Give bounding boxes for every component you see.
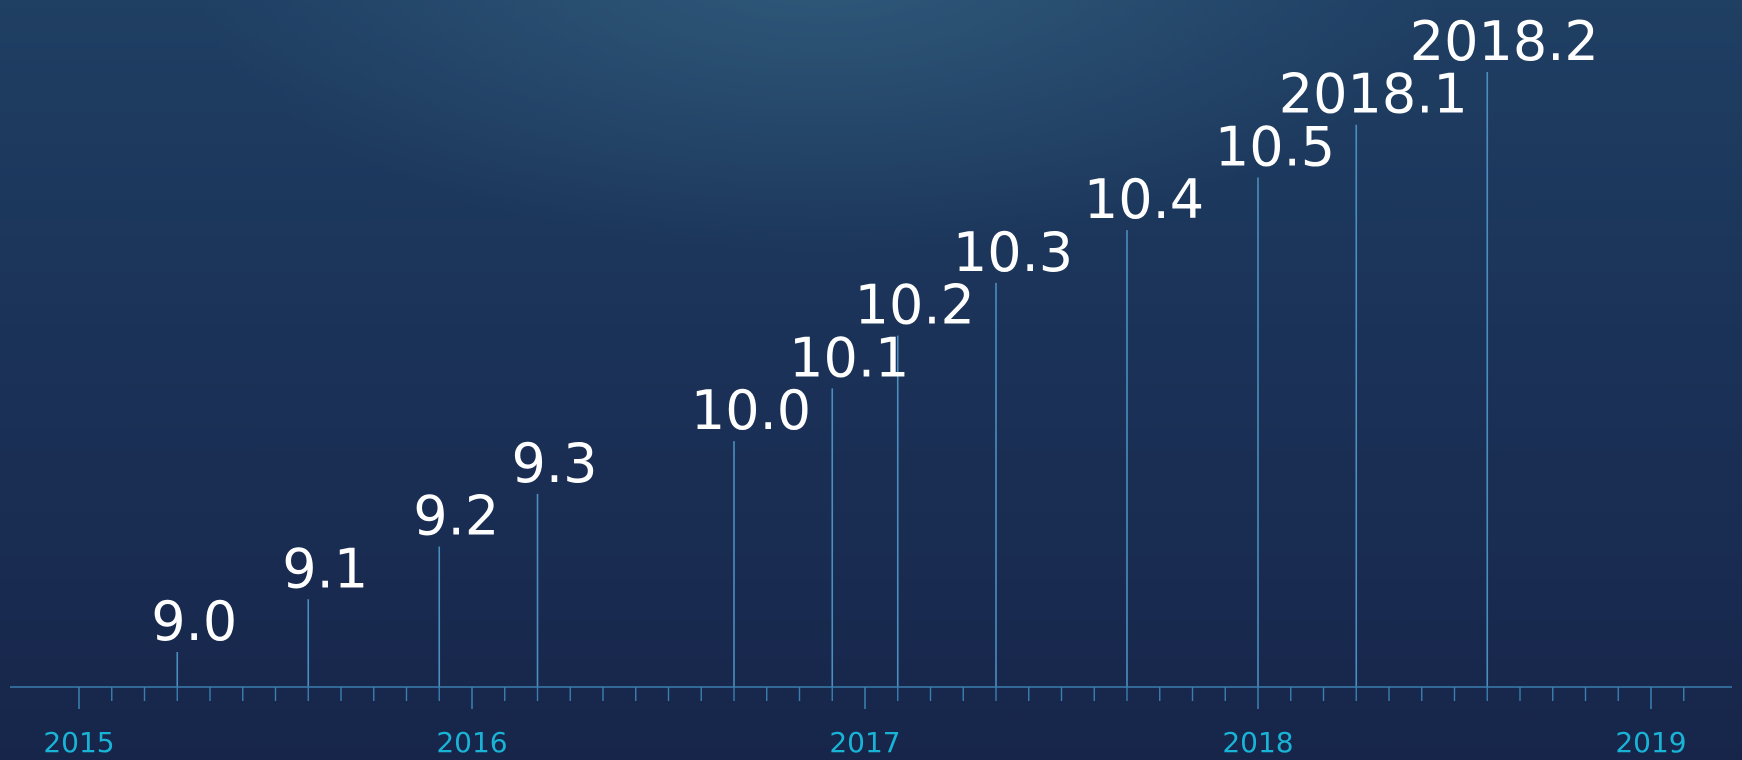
- year-label: 2018: [1222, 726, 1293, 759]
- release-label: 2018.1: [1279, 63, 1468, 126]
- release-label: 10.0: [691, 379, 811, 442]
- release-label: 2018.2: [1410, 10, 1599, 73]
- release-label: 10.3: [953, 221, 1073, 284]
- year-label: 2017: [829, 726, 900, 759]
- year-label: 2019: [1615, 726, 1686, 759]
- release-label: 10.1: [789, 326, 909, 389]
- release-label: 9.1: [282, 537, 368, 600]
- release-stems: [176, 72, 1489, 687]
- release-label: 10.5: [1215, 115, 1335, 178]
- release-label: 9.2: [413, 485, 499, 548]
- release-labels: 9.09.19.29.310.010.110.210.310.410.52018…: [151, 10, 1598, 653]
- release-label: 10.2: [855, 274, 975, 337]
- year-label: 2015: [43, 726, 114, 759]
- release-label: 10.4: [1084, 168, 1204, 231]
- release-label: 9.3: [512, 432, 598, 495]
- release-label: 9.0: [151, 590, 237, 653]
- timeline-axis: 2015 2016 2017 2018 2019: [10, 686, 1732, 759]
- year-label: 2016: [436, 726, 507, 759]
